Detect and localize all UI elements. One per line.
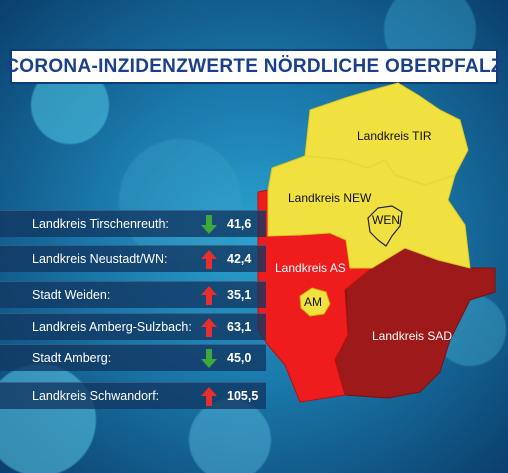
label-am: AM [304, 295, 322, 309]
region-wen [367, 205, 403, 247]
table-row: Stadt Amberg: 45,0 [0, 344, 266, 371]
arrow-up-icon [201, 286, 217, 305]
row-label: Stadt Weiden: [32, 288, 111, 302]
row-label: Landkreis Neustadt/WN: [32, 252, 168, 266]
row-label: Stadt Amberg: [32, 351, 112, 365]
label-new: Landkreis NEW [288, 191, 372, 205]
region-border [304, 155, 456, 186]
row-value: 42,4 [227, 252, 252, 266]
table-row: Landkreis Tirschenreuth: 41,6 [0, 210, 266, 237]
row-value: 41,6 [227, 217, 252, 231]
arrow-up-icon [201, 318, 217, 337]
page-title: CORONA-INZIDENZWERTE NÖRDLICHE OBERPFALZ [5, 55, 503, 77]
row-value: 63,1 [227, 320, 252, 334]
label-sad: Landkreis SAD [372, 329, 452, 343]
arrow-up-icon [201, 387, 217, 406]
table-row: Landkreis Schwandorf: 105,5 [0, 382, 266, 409]
table-row: Landkreis Neustadt/WN: 42,4 [0, 245, 266, 272]
row-label: Landkreis Schwandorf: [32, 389, 160, 403]
table-row: Stadt Weiden: 35,1 [0, 281, 266, 308]
row-label: Landkreis Amberg-Sulzbach: [32, 320, 192, 334]
row-value: 45,0 [227, 351, 252, 365]
row-label: Landkreis Tirschenreuth: [32, 217, 169, 231]
arrow-down-icon [201, 349, 217, 368]
table-row: Landkreis Amberg-Sulzbach: 63,1 [0, 313, 266, 340]
label-tir: Landkreis TIR [357, 129, 432, 143]
arrow-up-icon [201, 250, 217, 269]
region-am [299, 287, 331, 317]
label-wen: WEN [372, 213, 400, 227]
row-value: 105,5 [227, 389, 259, 403]
region-new-tir [267, 82, 471, 269]
row-value: 35,1 [227, 288, 252, 302]
arrow-down-icon [201, 215, 217, 234]
label-as: Landkreis AS [275, 261, 346, 275]
title-banner: CORONA-INZIDENZWERTE NÖRDLICHE OBERPFALZ [5, 49, 502, 84]
